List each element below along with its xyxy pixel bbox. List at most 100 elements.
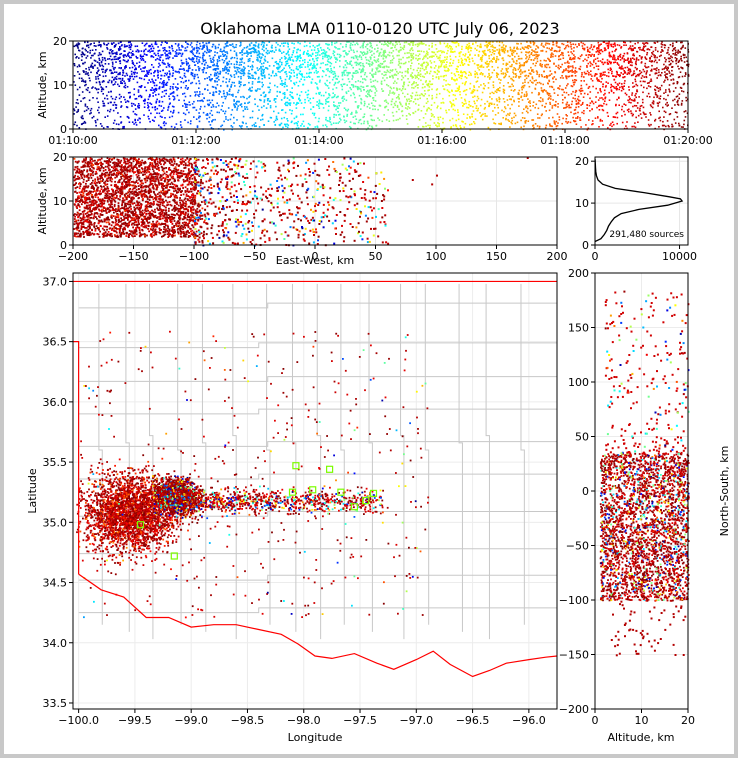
source-point <box>82 117 84 120</box>
source-point <box>598 109 601 111</box>
source-point <box>178 49 181 51</box>
source-point <box>195 56 198 58</box>
source-point <box>135 50 137 53</box>
source-point <box>313 63 315 65</box>
source-point <box>106 94 108 97</box>
source-point <box>168 70 171 72</box>
source-point <box>491 98 493 100</box>
source-point <box>460 127 462 129</box>
source-point <box>636 102 639 104</box>
source-point <box>519 71 521 73</box>
source-point <box>135 124 138 126</box>
source-point <box>395 119 398 121</box>
source-point <box>622 76 624 79</box>
source-point <box>442 97 444 100</box>
source-point <box>479 45 481 48</box>
source-point <box>619 59 622 61</box>
source-point <box>597 68 600 71</box>
source-point <box>88 77 91 79</box>
source-point <box>438 92 441 95</box>
source-point <box>97 54 100 57</box>
source-point <box>520 86 523 89</box>
source-point <box>421 42 423 45</box>
source-point <box>505 67 507 70</box>
source-point <box>247 102 249 104</box>
source-point <box>197 94 199 96</box>
source-point <box>511 122 513 125</box>
source-point <box>638 74 640 77</box>
source-point <box>220 108 223 111</box>
source-point <box>121 79 124 81</box>
source-point <box>581 45 584 47</box>
source-point <box>571 65 574 67</box>
source-point <box>459 75 462 77</box>
source-point <box>182 93 184 95</box>
source-point <box>191 60 194 63</box>
source-point <box>416 59 419 61</box>
source-point <box>283 85 286 88</box>
source-point <box>318 43 321 46</box>
source-point <box>129 41 131 43</box>
source-point <box>506 63 509 65</box>
source-point <box>639 113 642 115</box>
source-point <box>215 87 217 90</box>
source-point <box>496 89 498 91</box>
source-point <box>106 44 108 46</box>
source-point <box>640 77 643 79</box>
source-point <box>184 106 187 108</box>
source-point <box>81 55 83 58</box>
source-point <box>385 74 387 76</box>
source-point <box>127 100 130 103</box>
source-point <box>201 69 204 71</box>
source-point <box>440 65 443 67</box>
source-point <box>134 121 137 124</box>
source-point <box>423 50 425 53</box>
source-point <box>380 48 383 50</box>
source-point <box>521 46 524 49</box>
source-point <box>417 67 420 69</box>
source-point <box>668 72 671 74</box>
source-point <box>327 55 329 57</box>
source-point <box>265 107 268 109</box>
source-point <box>400 89 403 92</box>
source-point <box>359 51 362 53</box>
source-point <box>120 44 123 47</box>
source-point <box>547 63 550 66</box>
source-point <box>371 54 373 56</box>
source-point <box>618 64 620 66</box>
source-point <box>163 80 165 82</box>
source-point <box>534 51 536 54</box>
source-point <box>261 81 263 84</box>
source-point <box>665 58 667 61</box>
source-point <box>183 74 186 77</box>
source-point <box>424 86 426 88</box>
source-point <box>512 69 514 71</box>
source-point <box>377 108 379 111</box>
source-point <box>617 58 619 61</box>
source-point <box>686 60 688 62</box>
source-point <box>574 70 576 72</box>
source-point <box>252 44 255 46</box>
source-point <box>476 73 479 76</box>
source-point <box>266 44 268 46</box>
source-point <box>607 127 609 129</box>
source-point <box>462 64 465 66</box>
source-point <box>368 125 371 127</box>
source-point <box>592 102 595 105</box>
source-point <box>307 89 310 92</box>
source-point <box>85 109 88 112</box>
source-point <box>611 70 613 73</box>
source-point <box>299 99 301 102</box>
source-point <box>507 119 509 121</box>
source-point <box>619 53 622 56</box>
source-point <box>337 75 340 78</box>
source-point <box>602 124 604 126</box>
source-point <box>652 103 655 105</box>
source-point <box>602 71 605 74</box>
source-point <box>634 94 636 97</box>
source-point <box>477 76 479 79</box>
source-point <box>489 128 492 131</box>
source-point <box>562 57 565 59</box>
source-point <box>451 103 454 105</box>
source-point <box>234 105 236 108</box>
